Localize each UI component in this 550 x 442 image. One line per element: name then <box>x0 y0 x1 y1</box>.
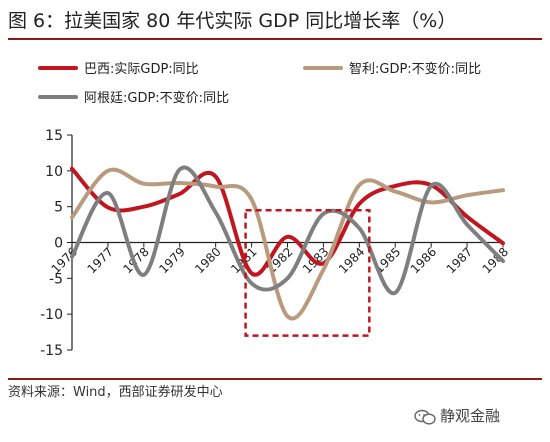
source-rule <box>8 378 542 380</box>
chart-annotations <box>244 209 371 337</box>
source-note: 资料来源：Wind，西部证券研发中心 <box>8 385 223 400</box>
series-line-1 <box>70 167 505 321</box>
x-tick-label: 1984 <box>336 245 367 276</box>
y-tick-label: -10 <box>40 307 63 323</box>
chart-title: 图 6：拉美国家 80 年代实际 GDP 同比增长率（%） <box>8 10 457 32</box>
y-tick-label: 0 <box>54 236 63 252</box>
highlight-box <box>244 209 371 337</box>
y-tick-label: 15 <box>45 128 63 144</box>
watermark-text: 静观金融 <box>440 407 501 425</box>
x-tick-label: 1979 <box>156 245 187 276</box>
title-rule <box>8 38 542 40</box>
y-tick-label: -15 <box>40 343 63 359</box>
legend-label-1: 智利:GDP:不变价:同比 <box>349 61 481 77</box>
x-tick-label: 1977 <box>85 245 116 276</box>
y-tick-label: -5 <box>49 271 63 287</box>
series-line-2 <box>70 165 505 295</box>
x-tick-label: 1988 <box>480 245 511 276</box>
chart-series-lines <box>70 165 505 321</box>
wechat-icon <box>414 409 436 425</box>
x-tick-label: 1980 <box>192 245 223 276</box>
watermark: 静观金融 <box>414 403 500 429</box>
legend-label-0: 巴西:实际GDP:同比 <box>84 62 199 77</box>
legend-label-2: 阿根廷:GDP:不变价:同比 <box>84 90 229 106</box>
x-tick-label: 1987 <box>444 245 475 276</box>
y-tick-label: 5 <box>54 200 63 216</box>
y-tick-label: 10 <box>45 164 63 180</box>
